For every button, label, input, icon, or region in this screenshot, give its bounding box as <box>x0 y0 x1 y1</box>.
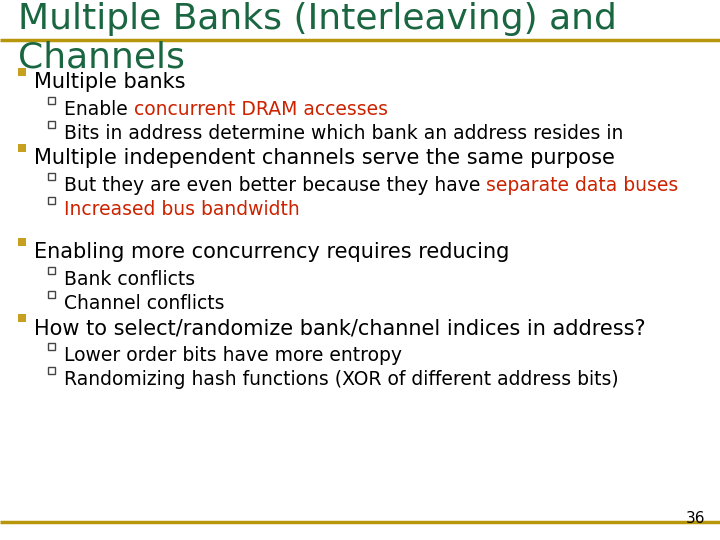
Text: concurrent DRAM accesses: concurrent DRAM accesses <box>134 100 388 119</box>
Bar <box>48 291 55 298</box>
Bar <box>48 197 55 204</box>
Text: Multiple Banks (Interleaving) and: Multiple Banks (Interleaving) and <box>18 2 617 36</box>
Text: Multiple independent channels serve the same purpose: Multiple independent channels serve the … <box>34 148 615 168</box>
Text: Multiple banks: Multiple banks <box>34 72 186 92</box>
Bar <box>48 121 55 128</box>
Bar <box>48 97 55 104</box>
Text: Channel conflicts: Channel conflicts <box>64 294 225 313</box>
Text: Enabling more concurrency requires reducing: Enabling more concurrency requires reduc… <box>34 242 509 262</box>
Text: separate data buses: separate data buses <box>487 176 679 195</box>
Bar <box>48 367 55 374</box>
Text: Increased bus bandwidth: Increased bus bandwidth <box>64 200 300 219</box>
Text: Enable: Enable <box>64 100 134 119</box>
Text: 36: 36 <box>685 511 705 526</box>
Bar <box>18 314 26 322</box>
Bar <box>48 267 55 274</box>
Text: Bits in address determine which bank an address resides in: Bits in address determine which bank an … <box>64 124 624 143</box>
Bar <box>48 343 55 350</box>
Text: Channels: Channels <box>18 41 185 75</box>
Text: Bank conflicts: Bank conflicts <box>64 270 195 289</box>
Bar <box>48 173 55 180</box>
Bar <box>18 238 26 246</box>
Text: Randomizing hash functions (XOR of different address bits): Randomizing hash functions (XOR of diffe… <box>64 370 618 389</box>
Text: Lower order bits have more entropy: Lower order bits have more entropy <box>64 346 402 365</box>
Text: But they are even better because they have: But they are even better because they ha… <box>64 176 487 195</box>
Bar <box>18 69 26 76</box>
Text: How to select/randomize bank/channel indices in address?: How to select/randomize bank/channel ind… <box>34 318 646 338</box>
Bar <box>18 144 26 152</box>
